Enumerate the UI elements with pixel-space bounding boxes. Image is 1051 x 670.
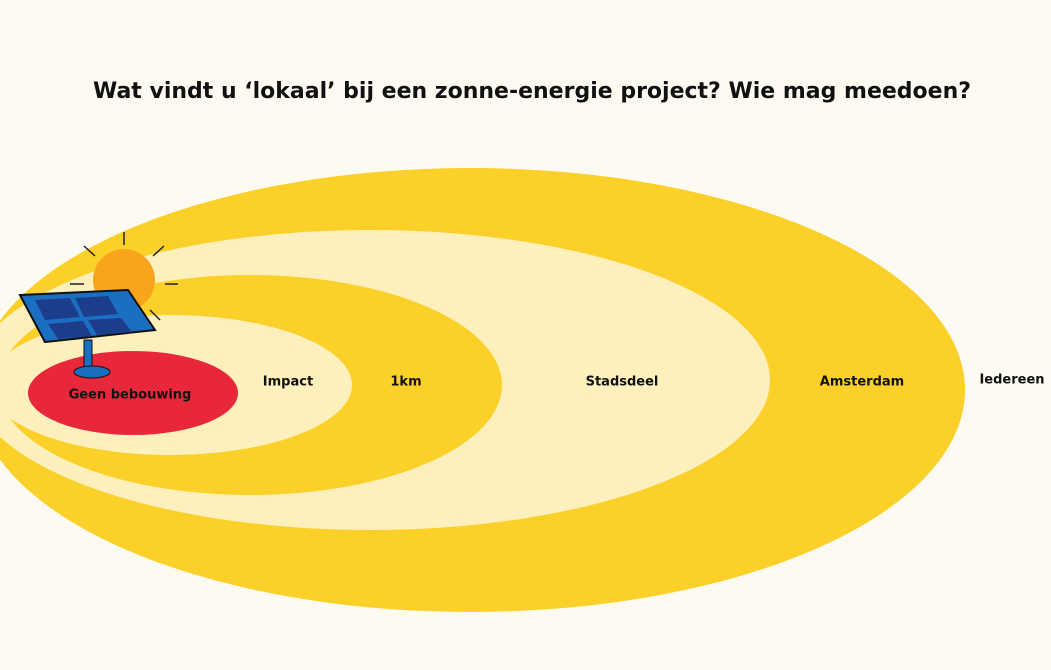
zone-label: Iedereen — [979, 373, 1044, 388]
title: Wat vindt u ‘lokaal’ bij een zonne-energ… — [93, 79, 971, 104]
diagram: Wat vindt u ‘lokaal’ bij een zonne-energ… — [0, 0, 1051, 670]
zone-label: Amsterdam — [820, 375, 904, 390]
zone-label: Geen bebouwing — [69, 388, 192, 403]
zone-label: 1km — [390, 375, 421, 390]
zone-label: Stadsdeel — [586, 375, 659, 390]
zone-label: Impact — [263, 375, 313, 390]
